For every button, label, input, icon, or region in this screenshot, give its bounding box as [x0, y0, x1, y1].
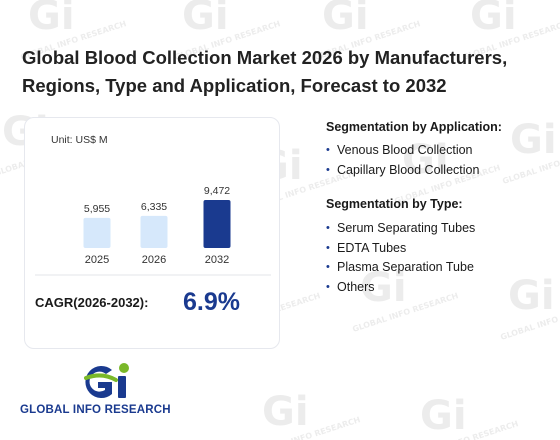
- x-tick-label: 2025: [85, 254, 109, 266]
- bullet-icon: •: [326, 261, 330, 273]
- bar-chart: 5,955 2025 6,335 2026 9,472 2032: [35, 185, 271, 276]
- bar-value-label: 5,955: [84, 203, 110, 215]
- chart-card: Unit: US$ M 5,955 2025 6,335 2026 9,472 2032 …: [24, 117, 280, 349]
- list-item: • Serum Separating Tubes: [326, 219, 475, 239]
- bullet-icon: •: [326, 280, 330, 293]
- cagr-label: CAGR(2026-2032):: [35, 295, 149, 310]
- list-item: • Capillary Blood Collection: [326, 161, 479, 181]
- logo-text: GLOBAL INFO RESEARCH: [20, 404, 171, 416]
- bar-2025: [83, 217, 111, 248]
- page-title: Global Blood Collection Market 2026 by M…: [22, 47, 508, 96]
- segmentation-type-title: Segmentation by Type:: [326, 197, 463, 211]
- chart-unit-label: Unit: US$ M: [51, 134, 108, 146]
- gi-logo-icon: [84, 363, 129, 398]
- x-tick-label: 2032: [205, 254, 229, 266]
- list-item: • Venous Blood Collection: [326, 141, 479, 161]
- bullet-icon: •: [326, 222, 330, 234]
- list-item: • Others: [326, 278, 475, 298]
- bar-2032: [203, 200, 231, 248]
- application-list: • Venous Blood Collection • Capillary Bloo…: [326, 141, 479, 180]
- cagr-value: 6.9%: [183, 288, 240, 316]
- x-tick-label: 2026: [142, 254, 166, 266]
- company-logo: GLOBAL INFO RESEARCH: [20, 360, 200, 422]
- bullet-icon: •: [326, 241, 330, 254]
- type-list: • Serum Separating Tubes • EDTA Tubes • Pla…: [326, 219, 475, 297]
- bullet-icon: •: [326, 163, 330, 176]
- bar-value-label: 6,335: [141, 201, 167, 213]
- list-item: • EDTA Tubes: [326, 239, 475, 259]
- list-item: • Plasma Separation Tube: [326, 258, 475, 278]
- bar-2026: [140, 215, 168, 248]
- segmentation-application-title: Segmentation by Application:: [326, 120, 502, 134]
- bar-value-label: 9,472: [204, 185, 230, 197]
- bullet-icon: •: [326, 144, 330, 156]
